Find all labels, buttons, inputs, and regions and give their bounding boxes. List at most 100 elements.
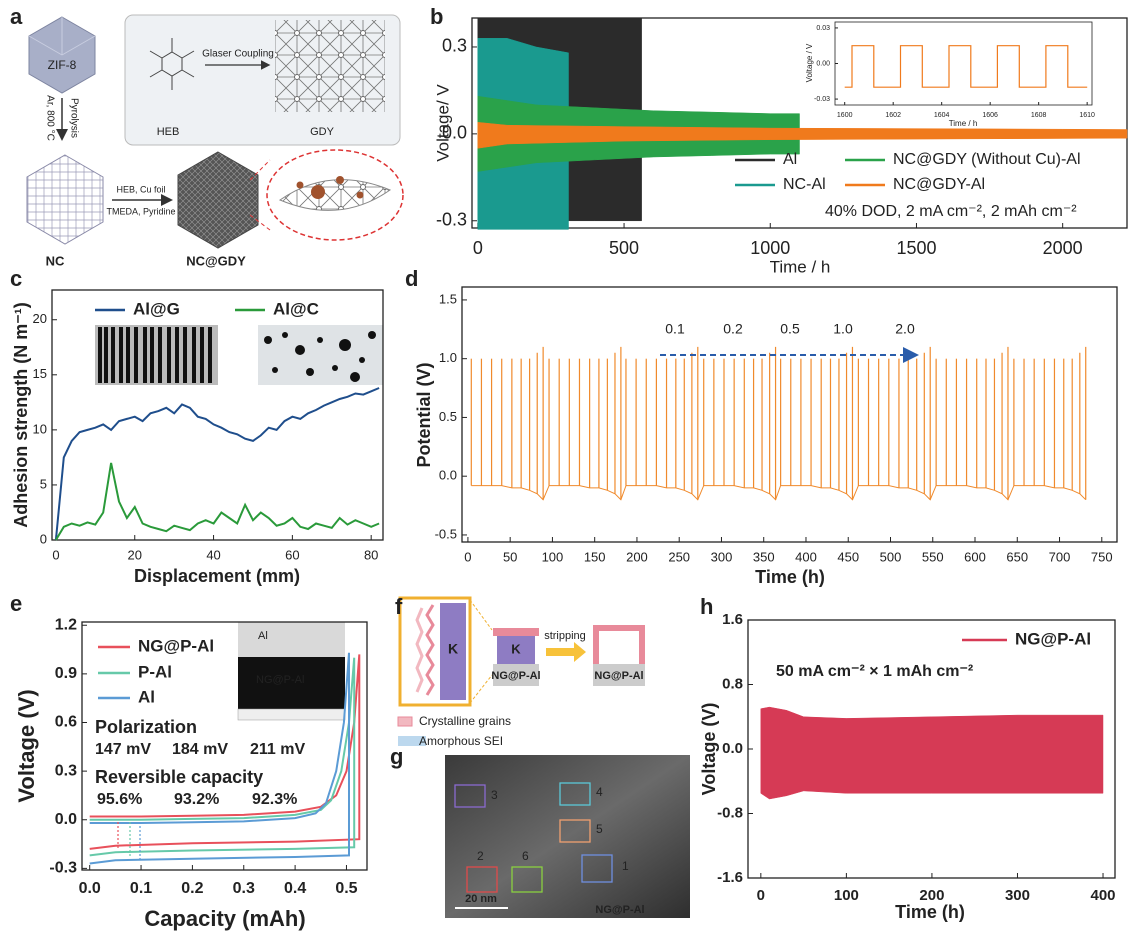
x-axis-label: Time (h) xyxy=(895,902,965,922)
label: K xyxy=(448,641,458,657)
panel-letter: d xyxy=(405,266,418,291)
capacity-label: 95.6% xyxy=(97,791,142,808)
x-axis-label: Time (h) xyxy=(755,567,825,587)
legend-swatch xyxy=(398,736,426,746)
region-label: 1 xyxy=(622,859,629,873)
photo-stripe xyxy=(98,327,212,383)
y-tick-label: 0.0 xyxy=(722,740,743,757)
y-tick-label: -0.8 xyxy=(717,804,743,821)
grains xyxy=(493,628,539,636)
rate-label: 1.0 xyxy=(833,321,853,337)
panel-letter: b xyxy=(430,4,443,29)
grains xyxy=(425,604,435,696)
x-tick-label: 40 xyxy=(206,547,220,562)
particle xyxy=(356,191,364,199)
plot-frame xyxy=(834,21,1093,106)
gdy-sheet xyxy=(278,179,392,211)
x-tick-label: 80 xyxy=(364,547,378,562)
regions xyxy=(454,782,613,893)
x-tick-label: 1602 xyxy=(885,112,901,119)
x-tick-label: 300 xyxy=(1005,887,1030,904)
legend-label: NC-Al xyxy=(783,176,826,193)
scale-label: 20 nm xyxy=(465,893,497,905)
y-tick-label: 0.0 xyxy=(439,468,457,483)
legend-label: P-Al xyxy=(138,662,172,681)
x-tick-label: 50 xyxy=(503,549,517,564)
x-tick-label: 650 xyxy=(1006,549,1028,564)
x-tick-label: 200 xyxy=(626,549,648,564)
region-label: 5 xyxy=(596,822,603,836)
substrate xyxy=(493,664,539,686)
baseline xyxy=(471,485,1087,501)
potassium xyxy=(497,636,535,664)
x-tick-label: 1000 xyxy=(750,238,790,258)
particle xyxy=(296,181,304,189)
grains xyxy=(593,625,645,664)
legend-label: NG@P-Al xyxy=(1015,629,1091,648)
x-tick-label: 400 xyxy=(795,549,817,564)
y-tick-label: 0.0 xyxy=(55,811,77,828)
legend-label: Al@C xyxy=(273,299,319,318)
y-axis-label: Voltage/ V xyxy=(433,84,452,162)
y-tick-label: -0.3 xyxy=(49,860,77,877)
arrow xyxy=(546,642,586,662)
x-tick-label: 500 xyxy=(609,238,639,258)
x-axis-label: Displacement (mm) xyxy=(134,566,300,586)
e-photo: Al NG@P-Al xyxy=(237,622,346,721)
zoom-line xyxy=(469,599,493,704)
x-tick-label: 0 xyxy=(464,549,471,564)
polarization-label: 184 mV xyxy=(172,741,228,758)
y-tick-label: 5 xyxy=(40,476,47,491)
y-tick-label: 0.00 xyxy=(816,60,830,67)
x-tick-label: 1608 xyxy=(1031,112,1047,119)
label: NC xyxy=(46,253,65,268)
photo-label: NG@P-Al xyxy=(256,674,304,686)
x-tick-label: 0 xyxy=(473,238,483,258)
label: NC@GDY xyxy=(186,253,246,268)
x-tick-label: 0.0 xyxy=(79,880,101,897)
label: NG@P-Al xyxy=(594,670,643,682)
particle xyxy=(336,176,344,184)
y-tick-label: 0.0 xyxy=(442,123,467,143)
y-tick-label: 0.3 xyxy=(55,762,77,779)
x-tick-label: 150 xyxy=(584,549,606,564)
panel-f: K K NG@P-Al stripping NG@P-Al Crystallin… xyxy=(397,596,645,748)
x-tick-label: 1604 xyxy=(934,112,950,119)
y-tick-label: 1.6 xyxy=(722,611,743,628)
substrate xyxy=(593,664,645,686)
x-axis-label: Time / h xyxy=(949,119,978,128)
legend-label: Al xyxy=(783,151,797,168)
region-label: 2 xyxy=(477,849,484,863)
region-label: 6 xyxy=(522,849,529,863)
heb-molecule xyxy=(149,38,195,90)
x-tick-label: 0.3 xyxy=(233,880,255,897)
x-tick-label: 0.4 xyxy=(284,880,306,897)
potassium xyxy=(440,603,466,700)
x-tick-label: 750 xyxy=(1091,549,1113,564)
x-tick-label: 20 xyxy=(128,547,142,562)
y-tick-label: -1.6 xyxy=(717,869,743,886)
zoom-line xyxy=(249,159,271,231)
y-tick-label: 0.03 xyxy=(816,25,830,32)
region-label: 4 xyxy=(596,785,603,799)
x-tick-label: 350 xyxy=(753,549,775,564)
label: Glaser Coupling xyxy=(202,49,274,60)
x-tick-label: 450 xyxy=(837,549,859,564)
x-tick-label: 1600 xyxy=(837,112,853,119)
legend-label: Al@G xyxy=(133,299,180,318)
x-axis-label: Capacity (mAh) xyxy=(144,906,305,931)
plot-frame xyxy=(461,286,1118,543)
annotation-title: Reversible capacity xyxy=(95,767,263,787)
y-tick-label: 1.5 xyxy=(439,291,457,306)
ruler xyxy=(237,708,346,721)
x-tick-label: 600 xyxy=(964,549,986,564)
legend-label: NC@GDY (Without Cu)-Al xyxy=(893,151,1081,168)
annotation-title: Polarization xyxy=(95,717,197,737)
label: Pyrolysis xyxy=(68,98,79,138)
x-tick-label: 100 xyxy=(834,887,859,904)
label: stripping xyxy=(544,630,586,642)
annotation: 40% DOD, 2 mA cm⁻², 2 mAh cm⁻² xyxy=(825,203,1077,220)
y-axis-label: Adhesion strength (N m⁻¹) xyxy=(11,302,31,528)
label: ZIF-8 xyxy=(48,58,77,72)
panel-letter: g xyxy=(390,744,403,769)
